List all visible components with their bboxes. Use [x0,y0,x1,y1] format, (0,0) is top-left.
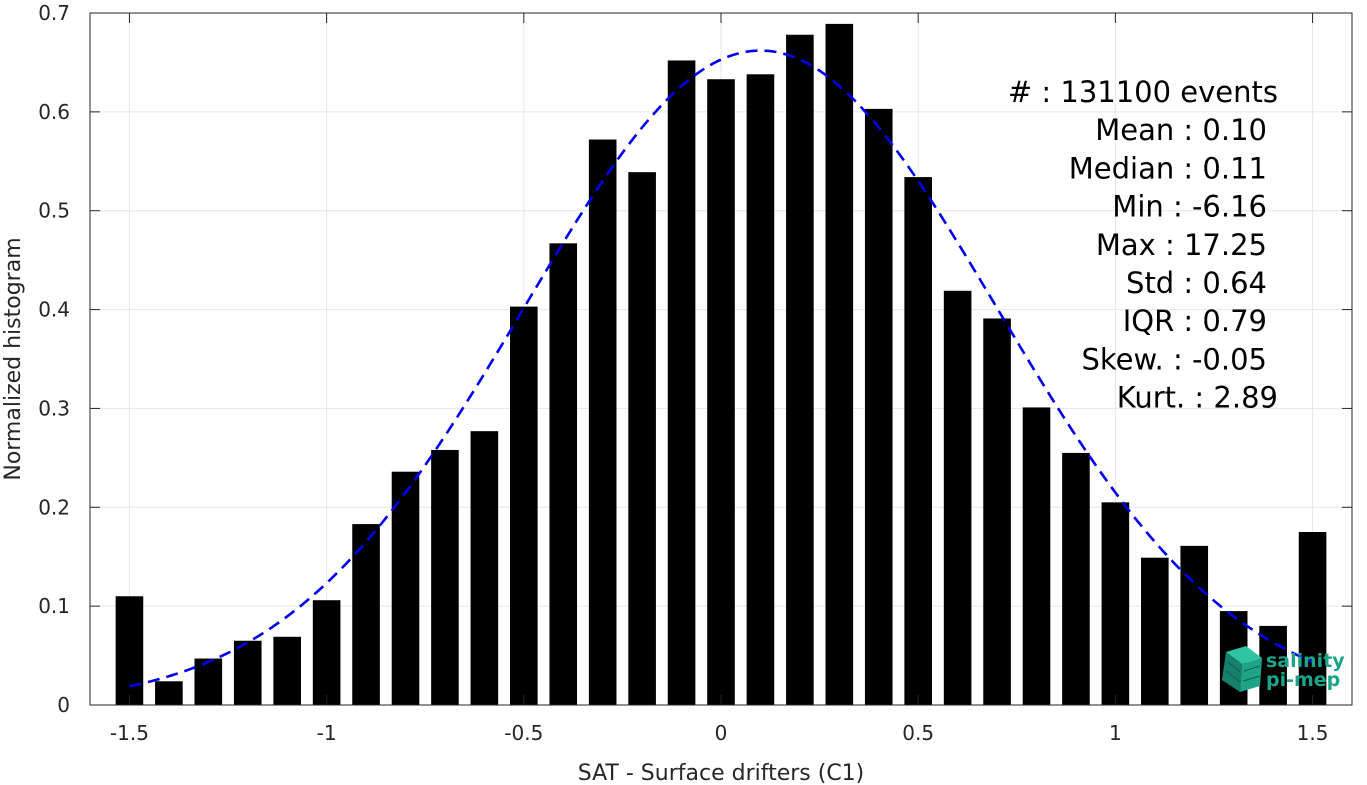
histogram-bar [115,596,144,705]
y-axis-label: Normalized histogram [1,237,26,480]
histogram-bar [825,23,854,706]
histogram-bar [470,431,499,705]
stat-line: Std : 0.64 [1126,266,1267,300]
x-tick-label: -0.5 [504,721,543,745]
histogram-bar [746,74,775,705]
stat-line: IQR : 0.79 [1123,304,1267,338]
histogram-bar [194,658,223,705]
x-tick-label: 1.5 [1297,721,1329,745]
y-tick-label: 0.3 [38,396,70,420]
histogram-bar [1298,532,1327,705]
histogram-bar [233,640,262,705]
y-tick-label: 0 [57,693,70,717]
histogram-bar [510,306,538,705]
histogram-bar [431,449,459,705]
x-tick-labels: -1.5 -1 -0.5 0 0.5 1 1.5 [110,721,1329,745]
logo-text-salinity: salinity [1266,650,1345,672]
stat-line: Skew. : -0.05 [1081,342,1267,376]
stats-box: # : 131100 events Mean : 0.10 Median : 0.1… [1008,75,1278,415]
histogram-bar [904,177,932,706]
histogram-bar [1141,557,1169,705]
histogram-bar [588,139,617,706]
histogram-bar [352,524,380,705]
y-tick-label: 0.1 [38,594,70,618]
histogram-bar [983,318,1011,705]
x-tick-label: -1 [317,721,337,745]
histogram-bar [312,600,341,705]
histogram-bar [1101,502,1130,705]
logo-cube-icon [1222,646,1262,692]
stat-line: Median : 0.11 [1069,151,1267,185]
ticks [90,12,1352,706]
histogram-bar [628,172,656,705]
y-tick-labels: 0 0.1 0.2 0.3 0.4 0.5 0.6 0.7 [38,1,70,717]
histogram-bar [391,471,420,705]
histogram-bar [1259,625,1287,705]
histogram-bar [549,243,578,705]
y-tick-label: 0.2 [38,495,70,519]
x-tick-label: 0 [715,721,728,745]
salinity-pi-mep-logo: salinity pi-mep [1222,646,1345,692]
stat-line: Mean : 0.10 [1095,113,1267,147]
normal-fit-curve [129,49,1314,688]
histogram-bar [864,108,893,706]
histogram-bar [707,79,735,706]
histogram-bar [155,681,183,705]
x-tick-label: 0.5 [902,721,934,745]
histogram-bar [273,636,301,705]
stat-line: Max : 17.25 [1096,228,1267,262]
x-tick-label: 1 [1109,721,1122,745]
stat-line: Min : -6.16 [1112,190,1267,224]
stat-line: Kurt. : 2.89 [1117,381,1278,415]
x-tick-label: -1.5 [110,721,149,745]
y-tick-label: 0.4 [38,298,70,322]
histogram-bar [1180,545,1209,705]
histogram-bar [1062,452,1090,705]
histogram-bar [1022,407,1051,705]
x-axis-label: SAT - Surface drifters (C1) [578,761,865,785]
histogram-bar [786,34,814,705]
y-tick-label: 0.7 [38,1,70,25]
histogram-bar [943,290,972,705]
y-tick-label: 0.6 [38,100,70,124]
bars [115,23,1327,706]
stat-line: # : 131100 events [1008,75,1278,109]
y-tick-label: 0.5 [38,199,70,223]
histogram-bar [667,60,696,706]
logo-text-pi-mep: pi-mep [1266,669,1340,691]
